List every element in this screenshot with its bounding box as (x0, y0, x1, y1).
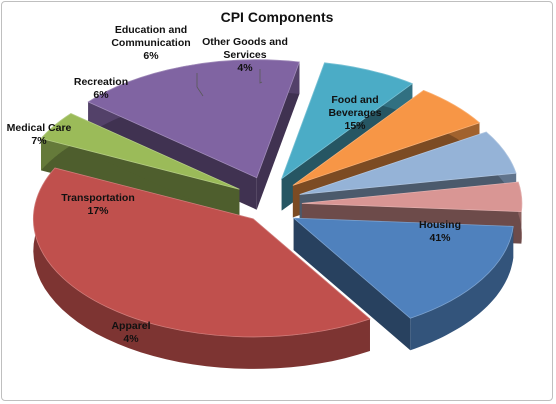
slice-3-end-face (256, 62, 300, 210)
slice-3-top (87, 59, 300, 179)
slice-value-1: 41% (429, 232, 451, 244)
slice-0-outer-wall (410, 226, 514, 351)
slice-1-outer-wall (33, 168, 370, 369)
slice-value-4: 7% (31, 135, 47, 147)
slice-value-6: 6% (143, 50, 159, 62)
slice-name-0: Beverages (328, 107, 381, 119)
slice-6-top (299, 131, 517, 195)
slice-value-0: 15% (344, 120, 366, 132)
slice-label-2: Apparel 4% (111, 320, 150, 345)
slice-2-top (40, 113, 240, 190)
slice-0-top (292, 217, 514, 319)
leader-line-7 (259, 69, 263, 84)
pie-slices (32, 59, 523, 369)
slice-label-0: Food and Beverages 15% (328, 94, 381, 132)
slice-value-3: 17% (87, 205, 109, 217)
slice-label-5: Recreation 6% (74, 76, 128, 101)
slice-value-2: 4% (123, 333, 139, 345)
slice-7-top (301, 181, 523, 213)
slice-labels: Food and Beverages 15%Housing 41%Apparel 4%T… (7, 24, 461, 345)
slice-label-6: Education and Communication 6% (111, 24, 190, 62)
slice-name-1: Housing (419, 219, 461, 231)
slice-name-7: Other Goods and (202, 36, 288, 48)
slice-name-3: Transportation (61, 192, 135, 204)
slice-name-6: Communication (111, 37, 190, 49)
slice-5-top (292, 89, 481, 186)
slice-label-7: Other Goods and Services 4% (202, 36, 288, 74)
slice-0-end-face (293, 218, 411, 351)
slice-value-5: 6% (93, 89, 109, 101)
chart-title: CPI Components (221, 9, 334, 25)
slice-name-0: Food and (331, 94, 378, 106)
slice-4-top (280, 62, 414, 180)
slice-name-2: Apparel (111, 320, 150, 332)
slice-label-1: Housing 41% (419, 219, 461, 244)
slice-name-7: Services (223, 49, 266, 61)
slice-name-4: Medical Care (7, 122, 72, 134)
slice-2-start-face (41, 138, 240, 222)
slice-name-6: Education and (115, 24, 187, 36)
slice-label-3: Transportation 17% (61, 192, 135, 217)
slice-label-4: Medical Care 7% (7, 122, 72, 147)
leader-line-6 (196, 73, 204, 97)
slice-1-top (32, 167, 371, 338)
slice-name-5: Recreation (74, 76, 128, 88)
slice-value-7: 4% (237, 62, 253, 74)
